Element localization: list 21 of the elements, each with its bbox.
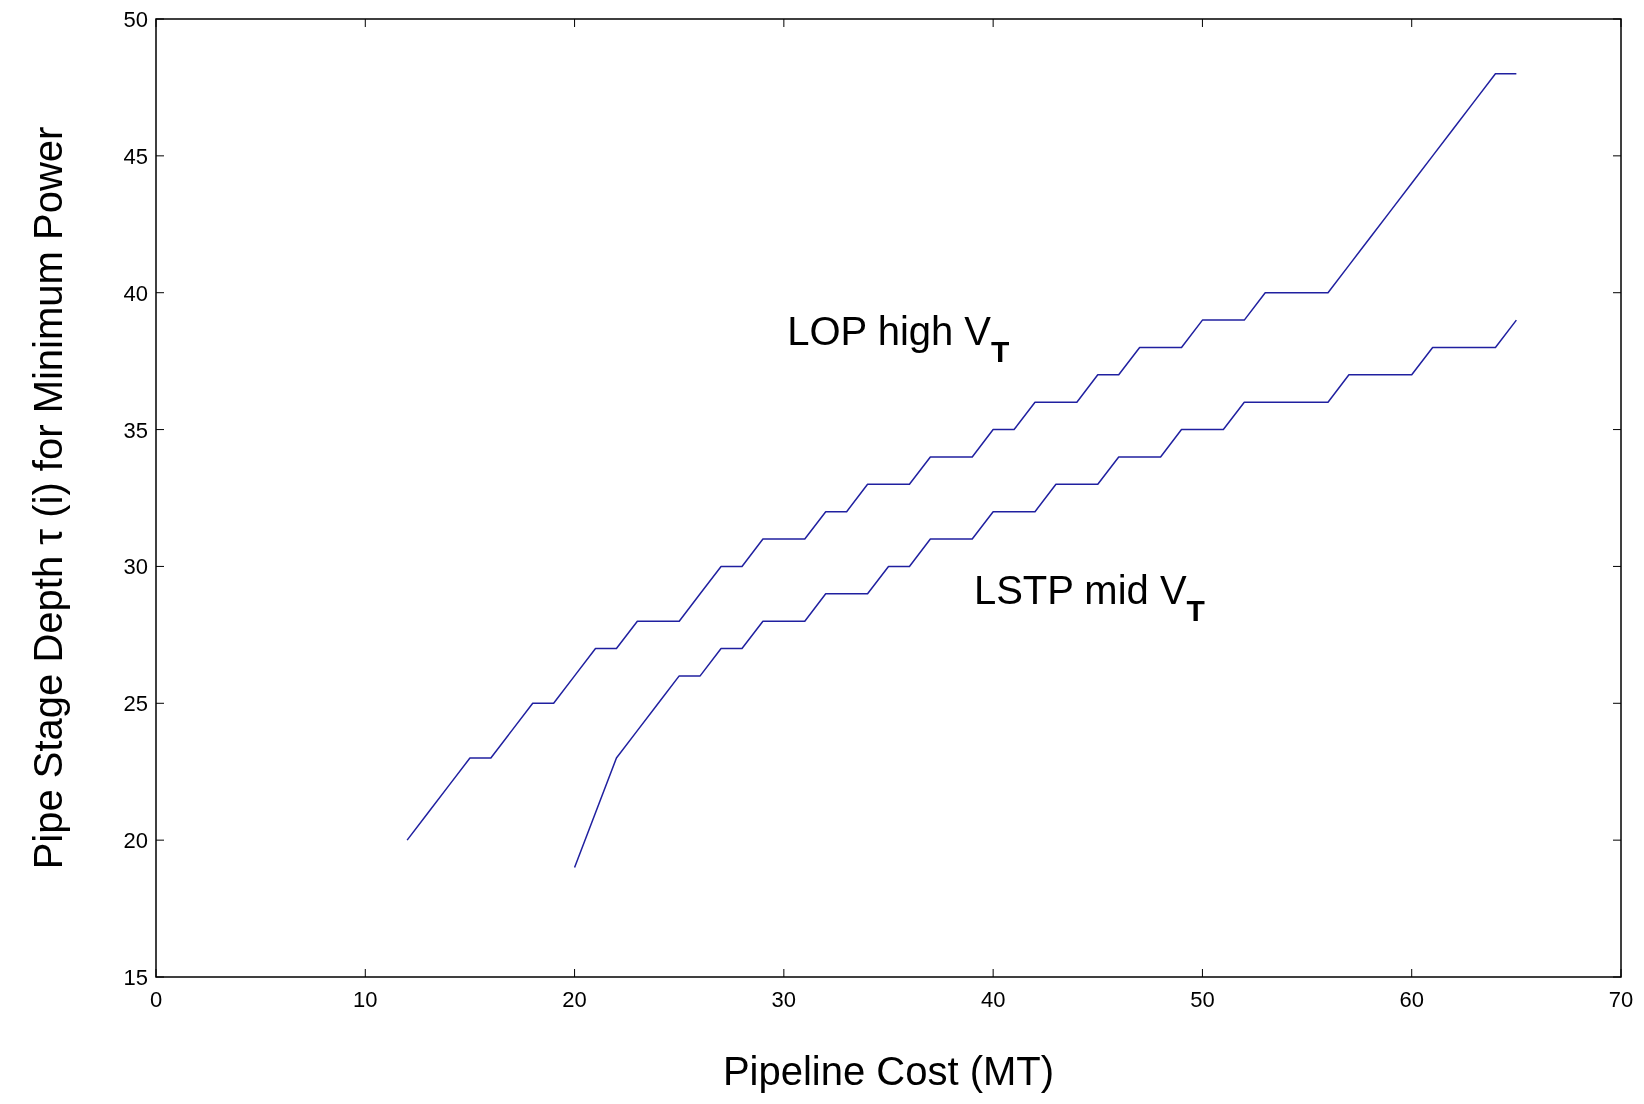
x-tick-label: 20: [562, 987, 587, 1012]
x-axis-title: Pipeline Cost (MT): [722, 1049, 1055, 1093]
x-tick-label: 60: [1399, 987, 1424, 1012]
series-label: LOP high V$_{T}$: [787, 308, 1010, 368]
x-tick-label: 0: [149, 987, 163, 1012]
series-label: LSTP mid V$_{T}$: [973, 568, 1205, 627]
y-tick-label: 30: [123, 554, 148, 580]
x-tick-label: 40: [980, 987, 1006, 1012]
y-tick-label: 45: [123, 143, 148, 169]
y-tick-label: 15: [123, 965, 148, 990]
y-tick-label: 50: [123, 7, 148, 32]
x-tick-label: 10: [353, 987, 378, 1012]
y-tick-label: 40: [123, 280, 148, 306]
x-tick-label: 70: [1608, 987, 1634, 1012]
y-tick-label: 20: [123, 828, 148, 854]
x-tick-label: 30: [771, 987, 797, 1012]
y-axis-title: Pipe Stage Depth τ (i) for Minimum Power: [26, 126, 70, 870]
y-tick-label: 35: [123, 417, 148, 443]
y-tick-label: 25: [123, 691, 148, 717]
line-series: [406, 72, 1518, 841]
x-tick-label: 50: [1190, 987, 1215, 1012]
